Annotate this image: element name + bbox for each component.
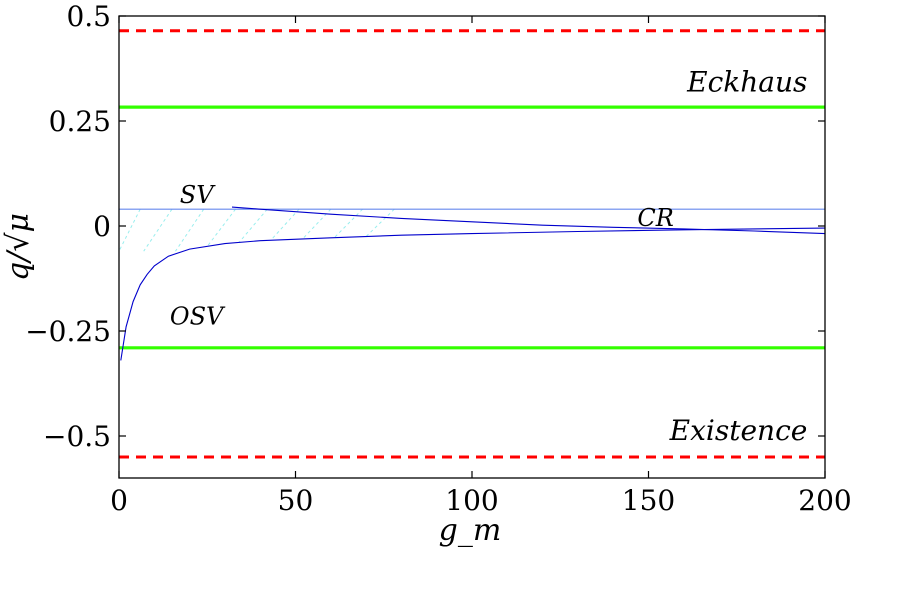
- x-tick-label-0: 0: [110, 484, 128, 517]
- annotation-sv: SV: [180, 181, 216, 209]
- annotations-layer: Eckhaus Existence SV CR OSV: [170, 66, 807, 448]
- y-tick-label-4: −0.5: [43, 420, 111, 453]
- ticks-layer: 0 50 100 150 200 0.5 0.25 0 −0.25 −0.5: [25, 0, 852, 517]
- hatch-line-3: [143, 208, 173, 252]
- series-line-5: [231, 206, 825, 235]
- annotation-osv: OSV: [170, 303, 226, 331]
- y-tick-label-1: 0.25: [49, 105, 111, 138]
- annotation-cr: CR: [637, 204, 673, 232]
- y-tick-label-3: −0.25: [25, 315, 111, 348]
- hatch-region: [119, 208, 395, 252]
- hatch-line-2: [119, 208, 141, 252]
- x-tick-label-3: 150: [622, 484, 675, 517]
- annotation-existence: Existence: [669, 414, 808, 447]
- x-axis-label: g_m: [439, 513, 502, 548]
- series-layer: [119, 29, 825, 459]
- annotation-eckhaus: Eckhaus: [686, 66, 807, 99]
- x-tick-label-4: 200: [798, 484, 851, 517]
- hatch-line-4: [175, 208, 205, 252]
- y-axis-label: q/√μ: [1, 213, 36, 281]
- y-tick-label-2: 0: [93, 210, 111, 243]
- y-tick-label-0: 0.5: [66, 0, 111, 33]
- hatch-line-10: [365, 208, 395, 237]
- hatch-line-9: [333, 208, 363, 238]
- hatch-line-6: [238, 208, 268, 243]
- plot-area: [119, 16, 825, 478]
- series-line-6: [120, 227, 825, 361]
- x-tick-label-2: 100: [445, 484, 498, 517]
- hatch-line-7: [270, 208, 300, 241]
- hatch-line-5: [206, 208, 236, 247]
- x-tick-label-1: 50: [278, 484, 314, 517]
